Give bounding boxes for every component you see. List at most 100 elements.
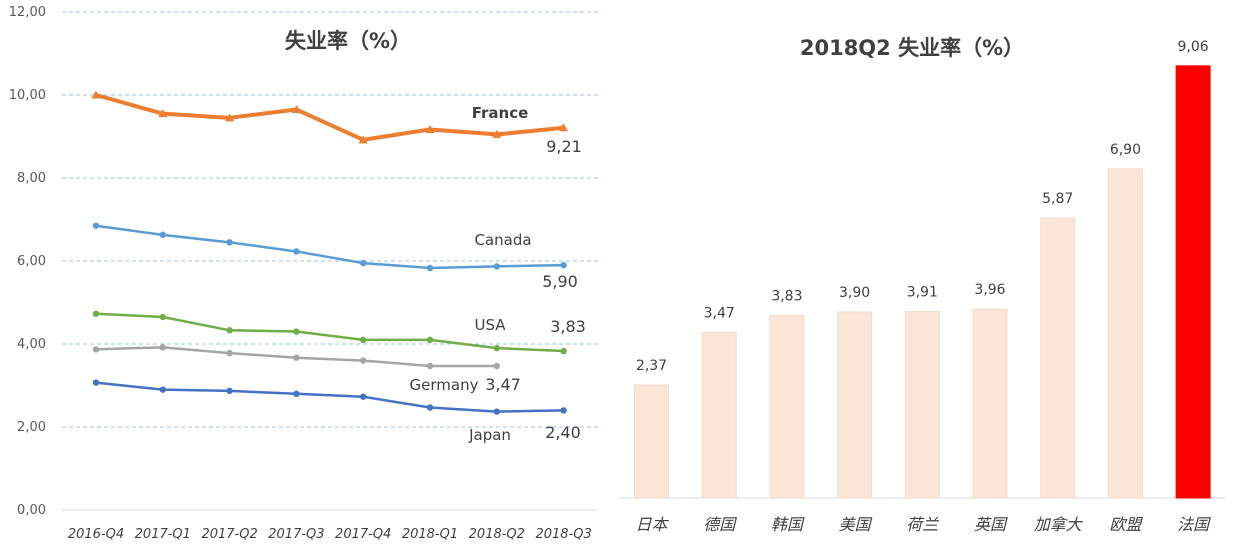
bar [634, 384, 669, 499]
data-point [426, 264, 434, 272]
bar [769, 314, 805, 499]
y-tick-label: 12,00 [9, 5, 46, 20]
data-point [492, 129, 502, 138]
data-point [358, 135, 368, 144]
series-label-usa: USA [474, 316, 506, 334]
data-point [159, 231, 166, 239]
bar-value-label: 3,96 [974, 282, 1005, 298]
data-point [426, 336, 434, 344]
bar-category-label: 德国 [703, 515, 737, 534]
end-value-label-germany: 3,47 [485, 375, 521, 394]
series-line-usa [95, 312, 564, 353]
data-point [360, 393, 367, 400]
data-point [92, 346, 100, 353]
bar [1107, 168, 1143, 499]
series-label-france: France [472, 104, 529, 122]
series-line-france [95, 93, 564, 142]
bar-category-label: 韩国 [771, 515, 805, 534]
bar [972, 308, 1008, 499]
data-point [226, 239, 233, 246]
data-point [560, 407, 567, 414]
data-point [360, 357, 367, 364]
bar-category-label: 英国 [974, 515, 1008, 534]
bar-category-label: 美国 [839, 515, 873, 534]
data-point [293, 328, 300, 335]
data-point [426, 404, 434, 411]
data-point [92, 222, 100, 229]
bar-chart-title: 2018Q2 失业率（%） [800, 36, 1024, 60]
data-point [226, 327, 233, 334]
data-point [493, 344, 500, 352]
bar-value-label: 3,90 [839, 285, 870, 301]
bar [837, 311, 873, 499]
series-line-japan [95, 381, 564, 413]
bar-category-label: 日本 [635, 515, 669, 534]
data-point [360, 259, 367, 267]
x-tick-label: 2017-Q1 [135, 527, 191, 542]
data-point [560, 347, 567, 355]
series-label-germany: Germany [410, 376, 479, 394]
bar-value-label: 3,91 [907, 284, 938, 300]
data-point [293, 390, 300, 397]
y-tick-label: 0,00 [17, 503, 46, 518]
bar [1175, 65, 1211, 499]
data-point [226, 349, 233, 357]
bar [1040, 217, 1076, 499]
data-point [91, 90, 101, 99]
end-value-label-usa: 3,83 [550, 317, 586, 336]
data-point [226, 387, 233, 395]
data-point [425, 124, 435, 133]
y-tick-label: 4,00 [17, 337, 46, 352]
bar [904, 310, 940, 499]
data-point [360, 336, 367, 344]
series-line-canada [95, 224, 564, 270]
data-point [493, 408, 500, 415]
data-point [92, 379, 100, 386]
y-tick-label: 10,00 [9, 88, 46, 103]
bar-chart: 2018Q2 失业率（%） 2,37 日本 3,47 德国 3,83 韩国 3,90 美国 3,9… [618, 36, 1225, 534]
x-tick-label: 2017-Q3 [268, 527, 324, 542]
data-point [291, 105, 301, 114]
bar-category-label: 荷兰 [906, 515, 939, 534]
x-tick-label: 2018-Q1 [402, 527, 458, 542]
data-point [158, 109, 168, 118]
x-tick-label: 2017-Q4 [335, 527, 391, 542]
data-point [159, 313, 166, 321]
x-tick-label: 2017-Q2 [201, 527, 257, 542]
bar-value-label: 5,87 [1042, 191, 1073, 207]
bar-category-label: 法国 [1177, 515, 1211, 534]
y-tick-label: 6,00 [17, 254, 46, 269]
series-label-canada: Canada [474, 231, 531, 249]
line-chart: 0,00 2,00 4,00 6,00 8,00 10,00 12,00 2016-Q4 201… [9, 5, 598, 542]
bar-value-label: 3,83 [771, 288, 802, 304]
data-point [293, 248, 300, 255]
x-tick-label: 2018-Q3 [535, 527, 591, 542]
data-point [225, 113, 235, 122]
y-tick-label: 8,00 [17, 171, 46, 186]
x-tick-label: 2018-Q2 [469, 527, 525, 542]
y-tick-label: 2,00 [17, 420, 46, 435]
x-tick-label: 2016-Q4 [68, 527, 124, 542]
bar-category-label: 加拿大 [1034, 515, 1084, 534]
data-point [560, 261, 567, 269]
data-point [493, 362, 500, 370]
end-value-label-japan: 2,40 [545, 423, 581, 442]
bar-value-label: 3,47 [704, 305, 735, 321]
data-point [559, 123, 569, 132]
data-point [493, 263, 500, 270]
end-value-label-france: 9,21 [546, 137, 582, 156]
bar-value-label: 9,06 [1178, 39, 1209, 55]
bar [701, 331, 737, 499]
data-point [159, 344, 166, 351]
end-value-label-canada: 5,90 [542, 272, 578, 291]
data-point [92, 310, 100, 317]
bar-value-label: 2,37 [636, 358, 667, 374]
data-point [159, 386, 166, 393]
series-label-japan: Japan [468, 426, 511, 444]
bar-value-label: 6,90 [1110, 142, 1141, 158]
data-point [293, 354, 300, 361]
chart-title: 失业率（%） [285, 29, 411, 53]
data-point [426, 362, 434, 370]
bar-category-label: 欧盟 [1109, 515, 1143, 534]
